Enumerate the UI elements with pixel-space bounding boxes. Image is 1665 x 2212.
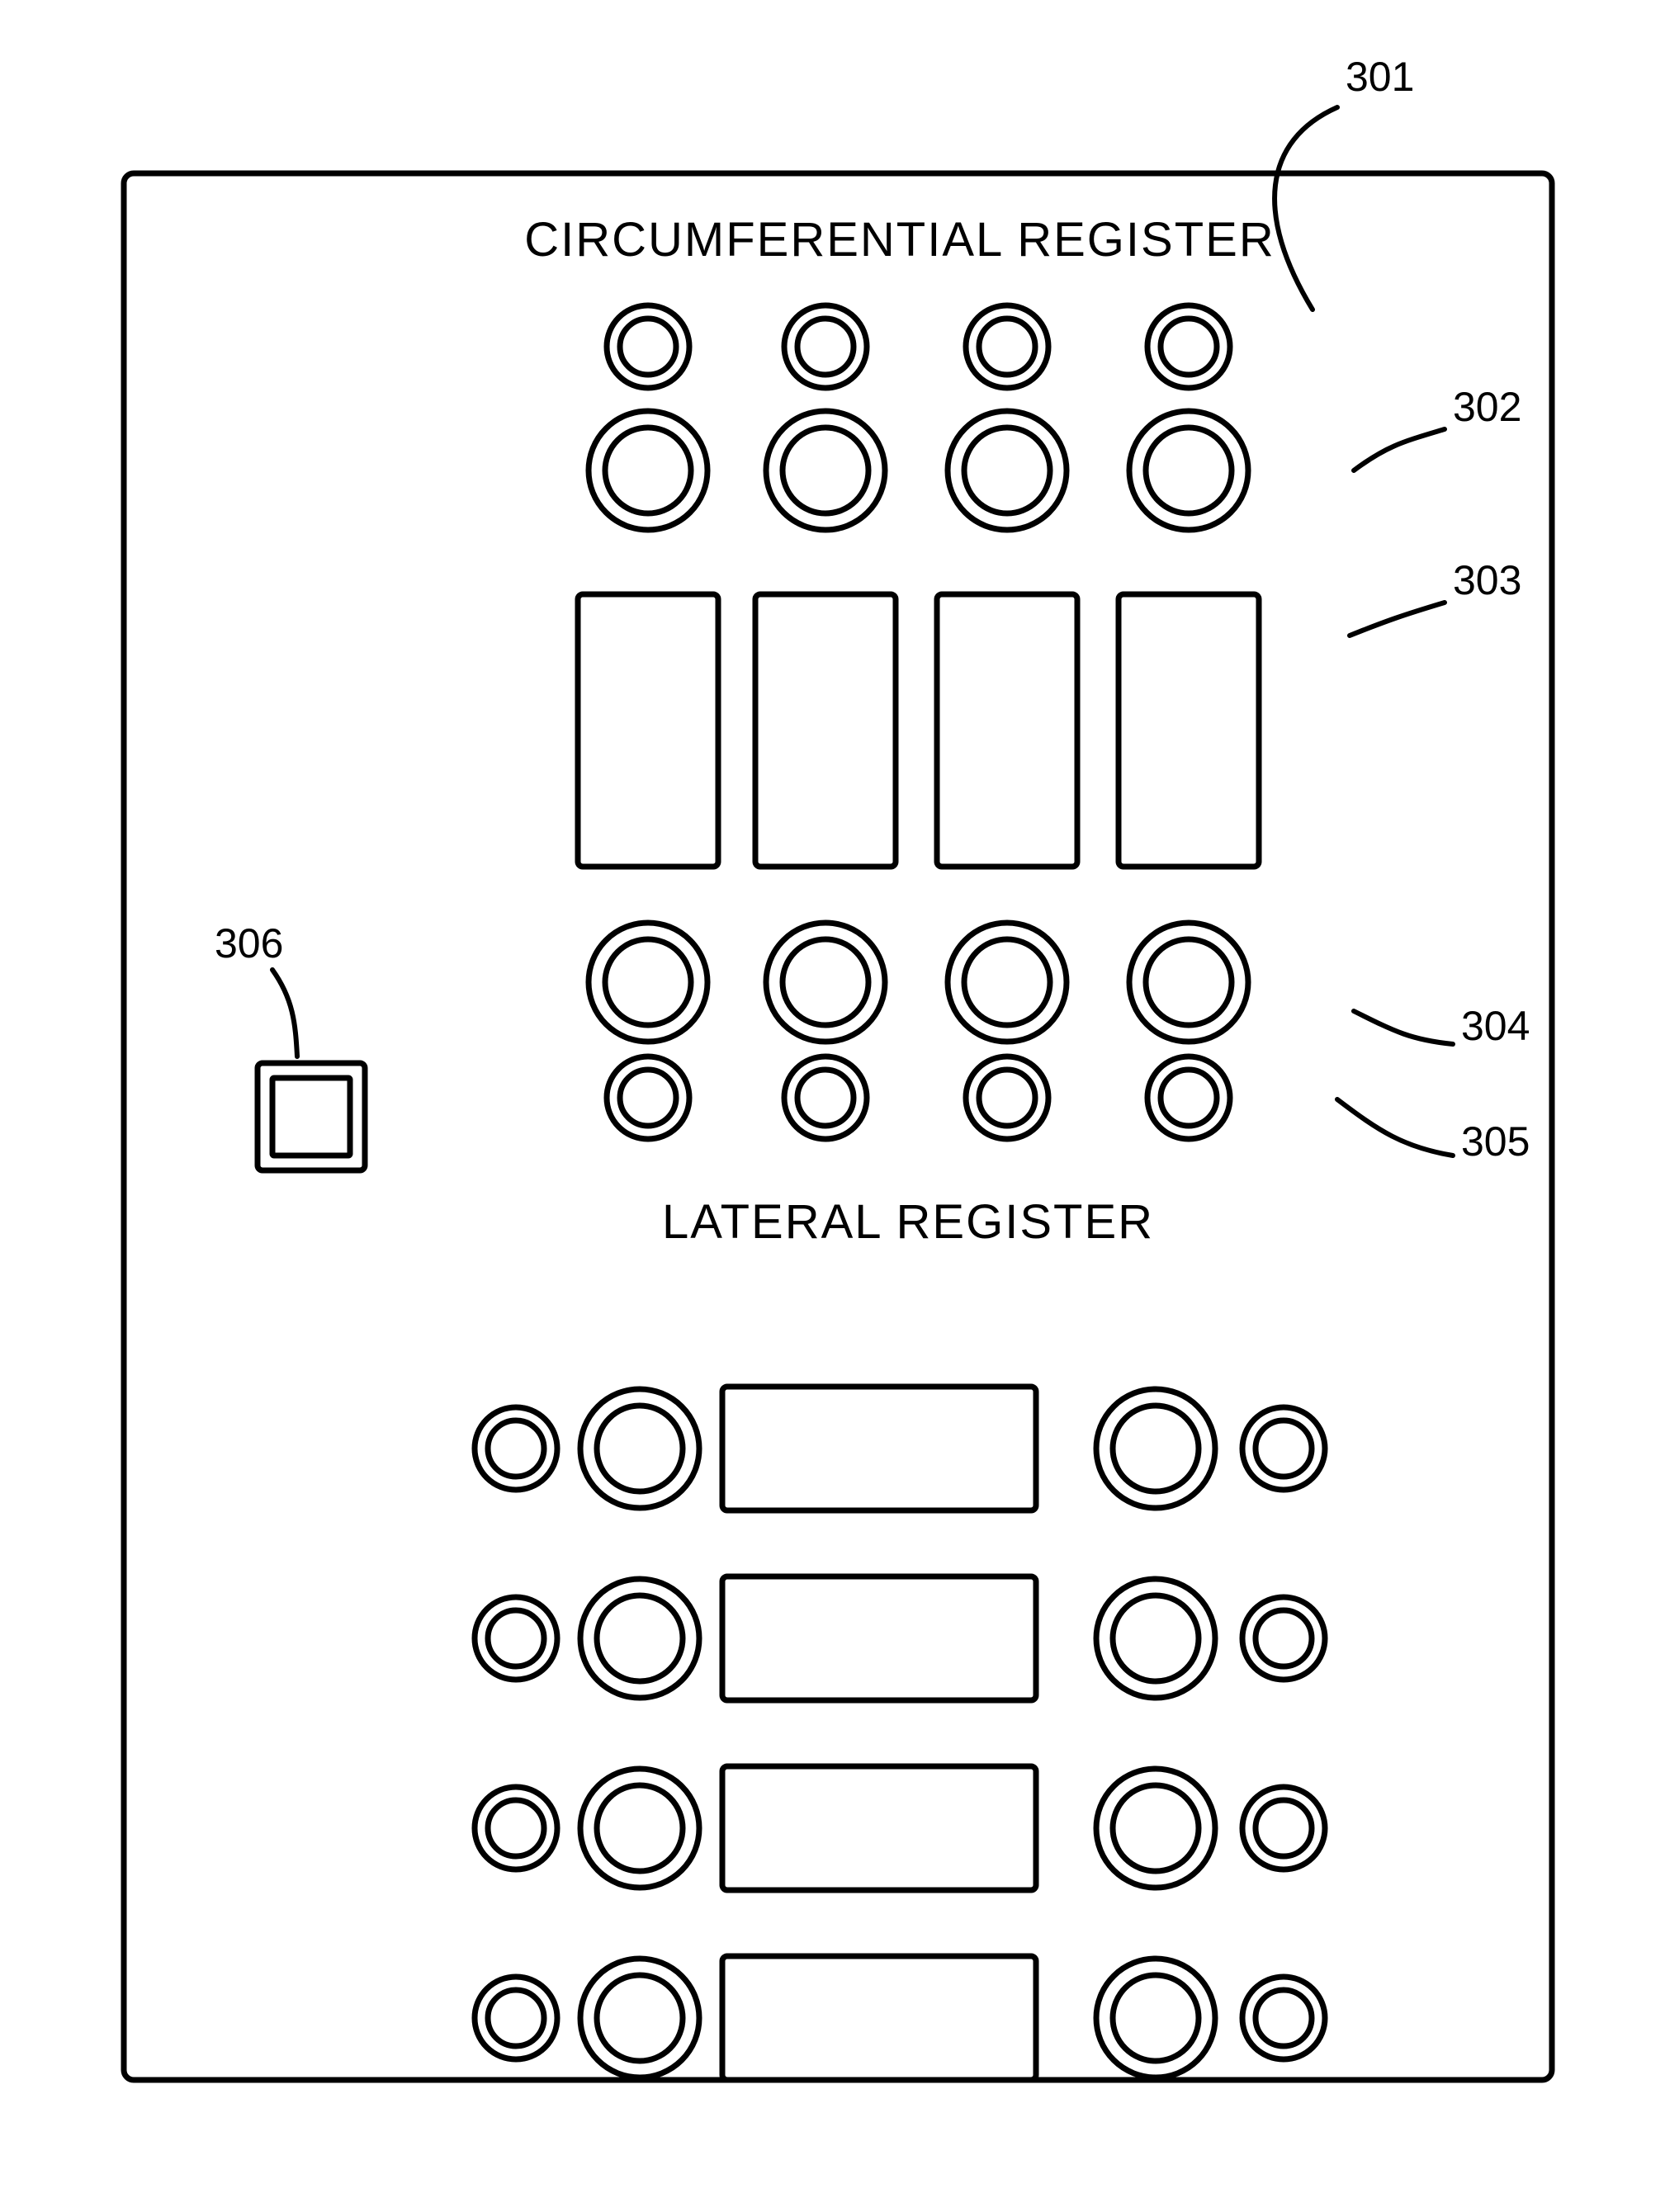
lat-right-small-0-inner (1256, 1420, 1312, 1477)
lat-display-3 (722, 1956, 1036, 2080)
circ-bot-large-0-inner (605, 939, 691, 1025)
lat-right-large-2-inner (1113, 1785, 1199, 1871)
circ-bot-small-1-inner (797, 1070, 854, 1126)
callout-303: 303 (1453, 557, 1521, 603)
circ-display-1 (755, 594, 896, 867)
callout-302: 302 (1453, 384, 1521, 430)
circ-top-small-0-inner (620, 319, 676, 375)
lat-right-small-3-inner (1256, 1990, 1312, 2046)
lat-left-large-0-inner (597, 1406, 683, 1491)
lat-right-small-2-inner (1256, 1800, 1312, 1856)
circ-top-large-1-inner (783, 428, 868, 513)
lat-right-small-1-inner (1256, 1610, 1312, 1666)
lat-display-0 (722, 1387, 1036, 1510)
circ-bot-large-1-inner (783, 939, 868, 1025)
circ-bot-small-3-inner (1161, 1070, 1217, 1126)
circ-bot-large-3-inner (1146, 939, 1232, 1025)
callout-305: 305 (1461, 1118, 1530, 1165)
circ-top-small-2-inner (979, 319, 1035, 375)
lat-left-large-1-inner (597, 1595, 683, 1681)
lat-right-large-1-inner (1113, 1595, 1199, 1681)
circ-top-large-3-inner (1146, 428, 1232, 513)
circ-bot-large-2-inner (964, 939, 1050, 1025)
circ-top-small-3-inner (1161, 319, 1217, 375)
circumferential-label: CIRCUMFERENTIAL REGISTER (524, 213, 1275, 267)
circ-bot-small-2-inner (979, 1070, 1035, 1126)
circ-top-large-2-inner (964, 428, 1050, 513)
lat-display-1 (722, 1576, 1036, 1700)
lat-left-large-2-inner (597, 1785, 683, 1871)
lat-display-2 (722, 1766, 1036, 1890)
circ-bot-small-0-inner (620, 1070, 676, 1126)
lat-left-small-3-inner (488, 1990, 544, 2046)
circ-display-3 (1119, 594, 1259, 867)
lat-left-small-0-inner (488, 1420, 544, 1477)
lat-right-large-0-inner (1113, 1406, 1199, 1491)
circ-top-large-0-inner (605, 428, 691, 513)
callout-301: 301 (1346, 54, 1414, 100)
callout-304: 304 (1461, 1003, 1530, 1049)
lat-left-small-1-inner (488, 1610, 544, 1666)
circ-top-small-1-inner (797, 319, 854, 375)
lat-left-small-2-inner (488, 1800, 544, 1856)
circ-display-0 (578, 594, 718, 867)
lateral-label: LATERAL REGISTER (662, 1195, 1154, 1249)
lat-left-large-3-inner (597, 1975, 683, 2061)
lat-right-large-3-inner (1113, 1975, 1199, 2061)
circ-display-2 (937, 594, 1077, 867)
callout-306: 306 (215, 920, 283, 967)
button-306-inner (272, 1078, 350, 1156)
